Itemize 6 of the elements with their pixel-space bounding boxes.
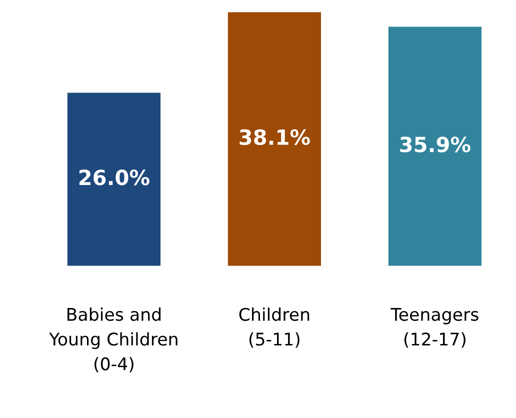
data-label: 35.9% [400,136,470,152]
x-tick-label: Children (5-11) [239,308,310,348]
data-label: 26.0% [79,170,150,186]
x-tick-label: Teenagers (12-17) [390,308,478,348]
x-tick-label: Babies and Young Children (0-4) [49,308,178,372]
data-label: 38.1% [240,129,310,146]
